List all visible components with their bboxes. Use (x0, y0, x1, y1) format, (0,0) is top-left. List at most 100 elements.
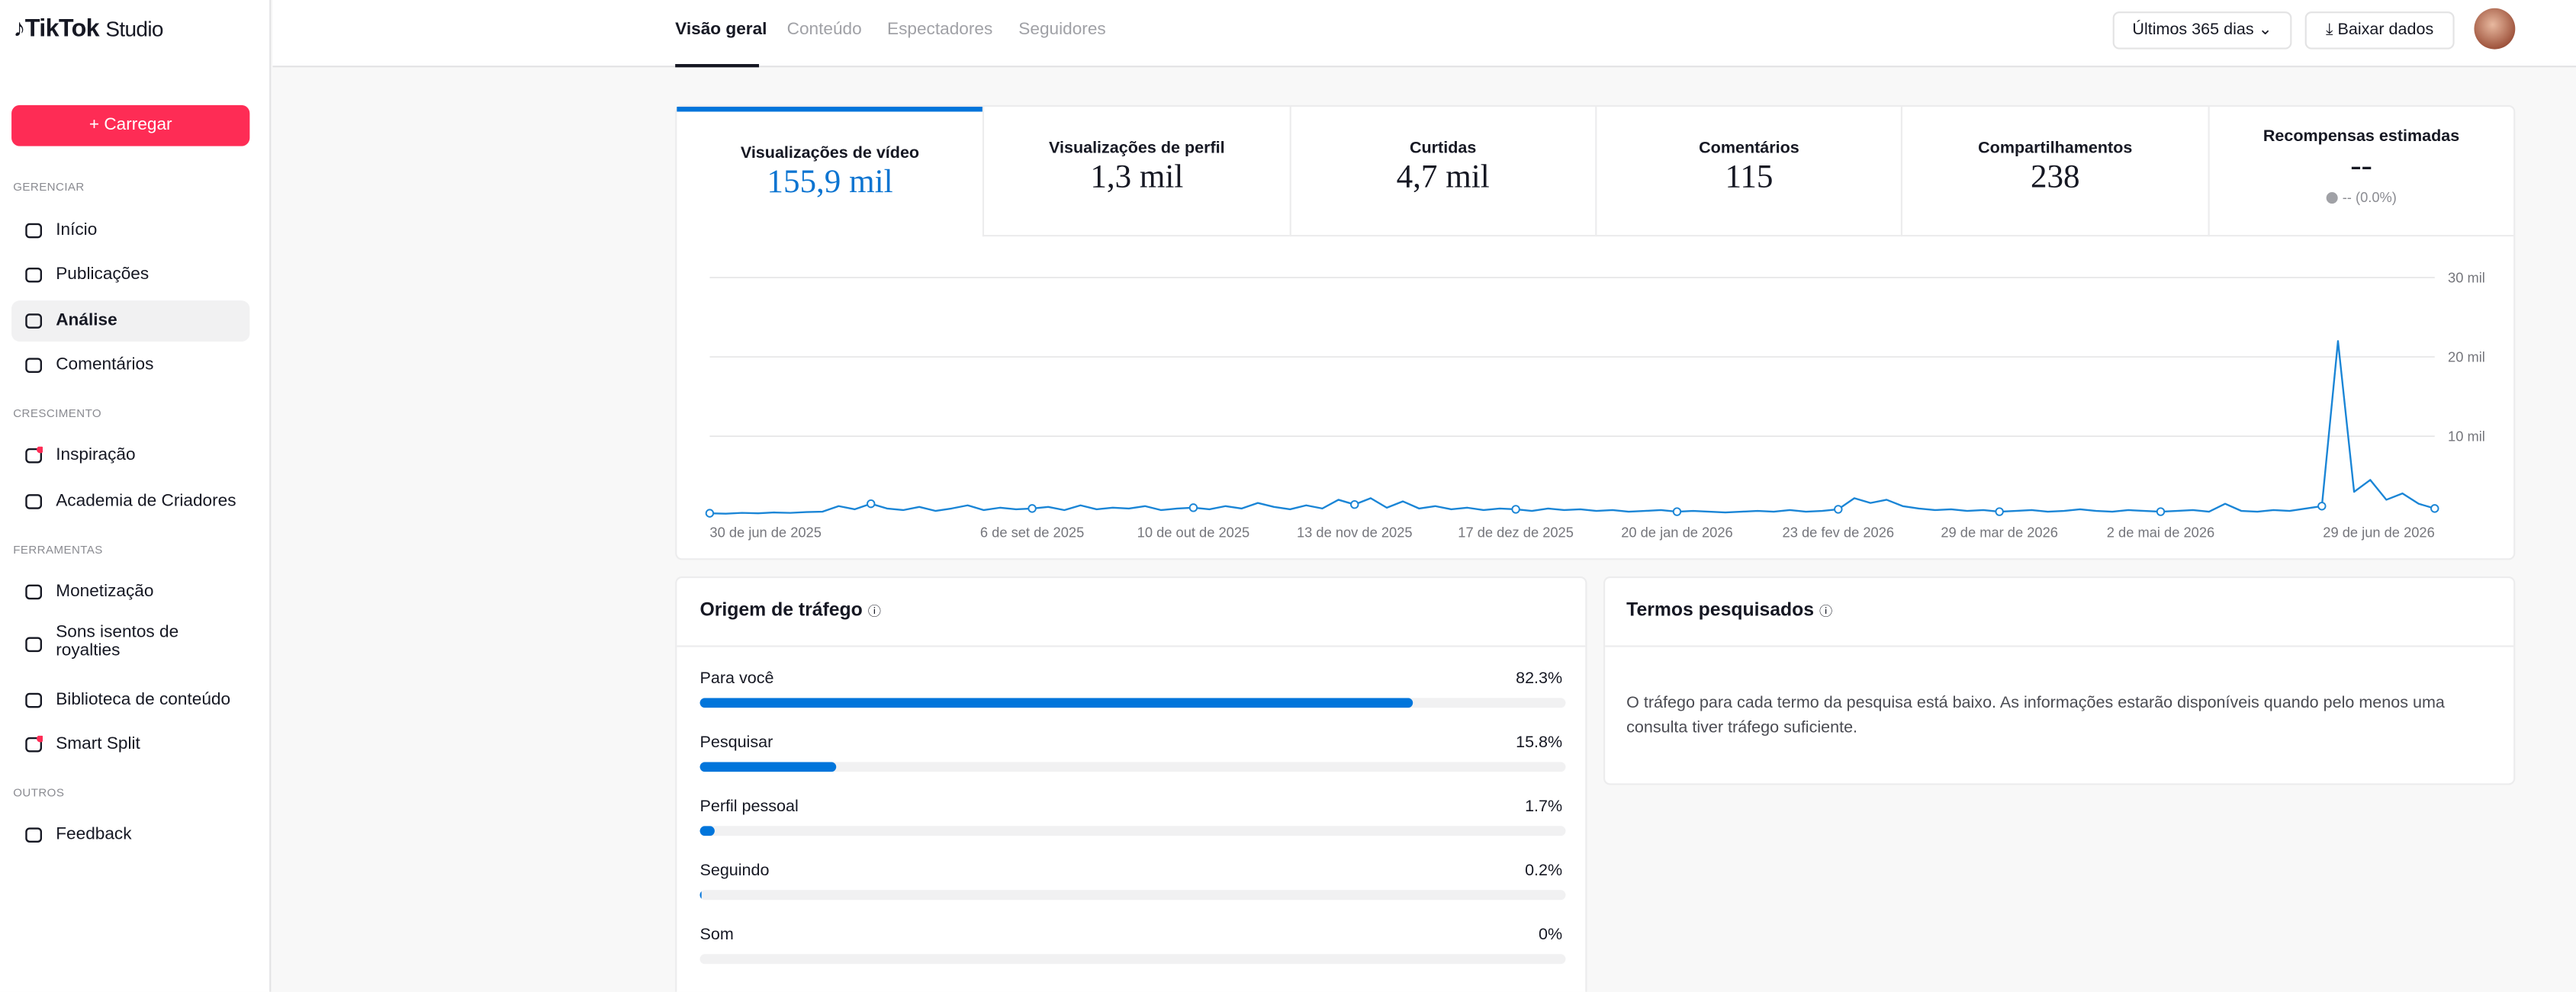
icon-shape (25, 636, 43, 652)
x-tick-label: 20 de jan de 2026 (1621, 524, 1733, 540)
nav-icon (25, 313, 43, 328)
icon-shape (25, 736, 43, 752)
divider (677, 645, 1586, 647)
info-icon[interactable]: ⓘ (1819, 604, 1833, 619)
notification-dot (37, 734, 43, 742)
data-point (2430, 504, 2439, 513)
tab[interactable]: Espectadores (886, 19, 993, 40)
nav-label: Inspiração (56, 444, 136, 464)
sidebar: ♪TikTok Studio + Carregar GERENCIAR Iníci… (0, 0, 272, 992)
nav-item[interactable]: Inspiração (11, 435, 249, 476)
metric-card[interactable]: Curtidas 4,7 mil (1288, 106, 1596, 237)
nav-item[interactable]: Análise (11, 300, 250, 341)
tab[interactable]: Visão geral (675, 19, 767, 40)
nav-label: Comentários (56, 354, 154, 374)
bar-track (699, 698, 1566, 708)
nav-item[interactable]: Monetização (11, 570, 249, 612)
traffic-name: Pesquisar (699, 734, 773, 753)
bar-track (699, 762, 1566, 772)
upload-button[interactable]: + Carregar (11, 104, 250, 146)
nav-item[interactable]: Biblioteca de conteúdo (11, 679, 249, 721)
nav-label: Smart Split (56, 733, 140, 753)
overview-card: 10 mil 20 mil 30 mil 30 de jun de 2025 6 de … (675, 104, 2516, 560)
icon-shape (25, 692, 43, 708)
icon-shape (25, 313, 43, 328)
data-point (1511, 505, 1520, 514)
change-icon (2326, 191, 2338, 204)
x-tick-label: 30 de jun de 2025 (709, 524, 822, 540)
nav-item[interactable]: Smart Split (11, 724, 249, 765)
logo-suffix: Studio (105, 16, 163, 41)
notification-dot (37, 445, 43, 453)
info-icon[interactable]: ⓘ (867, 604, 881, 619)
top-bar: Últimos 365 dias ⌄ ⤓ Baixar dados Visão … (272, 0, 2576, 68)
x-tick-label: 29 de jun de 2026 (2323, 524, 2435, 540)
nav-item[interactable]: Sons isentos de royalties (11, 623, 249, 664)
nav-icon (25, 692, 43, 708)
x-tick-label: 10 de out de 2025 (1137, 524, 1250, 540)
section-title: GERENCIAR (13, 182, 85, 194)
nav-label: Sons isentos de royalties (56, 621, 179, 660)
metric-value: 4,7 mil (1396, 159, 1490, 196)
traffic-rows: Para você 82.3% Pesquisar 15.8% Perfil pesso… (677, 578, 1585, 992)
data-point (1672, 507, 1682, 516)
metric-value: 1,3 mil (1090, 159, 1184, 196)
nav-label: Publicações (56, 263, 150, 284)
metric-card[interactable]: Compartilhamentos 238 (1901, 106, 2208, 237)
search-message: O tráfego para cada termo da pesquisa es… (1626, 695, 2445, 737)
icon-shape (25, 583, 43, 599)
nav-item[interactable]: Comentários (11, 344, 249, 385)
avatar[interactable] (2474, 8, 2516, 50)
bar (699, 890, 702, 901)
tab[interactable]: Seguidores (1018, 19, 1106, 40)
bar-track (699, 954, 1566, 965)
download-button[interactable]: ⤓ Baixar dados (2304, 11, 2455, 50)
data-point (1188, 503, 1198, 512)
metric-value: 238 (2030, 159, 2080, 196)
section-title: CRESCIMENTO (13, 409, 102, 421)
metric-card[interactable]: Visualizações de vídeo 155,9 mil (677, 106, 983, 236)
x-tick-label: 2 de mai de 2026 (2107, 524, 2214, 540)
date-range: Últimos 365 dias (2132, 21, 2254, 40)
nav-icon (25, 445, 43, 463)
nav-icon (25, 827, 43, 842)
nav-item[interactable]: Publicações (11, 254, 249, 295)
nav-label: Monetização (56, 580, 154, 601)
nav-item[interactable]: Feedback (11, 814, 249, 855)
y-tick-label: 10 mil (2448, 429, 2485, 445)
nav-item[interactable]: Início (11, 210, 249, 251)
y-tick-label: 30 mil (2448, 269, 2485, 285)
traffic-percent: 1.7% (1525, 798, 1563, 817)
metric-value: 155,9 mil (767, 164, 893, 201)
metric-card[interactable]: Comentários 115 (1595, 106, 1902, 237)
divider (1605, 645, 2514, 647)
x-tick-label: 17 de dez de 2025 (1458, 524, 1574, 540)
tab[interactable]: Conteúdo (786, 19, 862, 40)
metric-value: -- (2350, 147, 2372, 185)
nav-icon (25, 357, 43, 372)
x-tick-label: 29 de mar de 2026 (1941, 524, 2058, 540)
bar (699, 826, 715, 836)
metric-card[interactable]: Visualizações de perfil 1,3 mil (982, 106, 1289, 237)
metric-label: Curtidas (1409, 140, 1477, 158)
metric-card[interactable]: Recompensas estimadas -- -- (0.0%) (2207, 106, 2514, 237)
section-title: FERRAMENTAS (13, 545, 103, 557)
change-text: -- (0.0%) (2342, 188, 2397, 206)
traffic-title-text: Origem de tráfego (699, 601, 863, 621)
x-tick-label: 13 de nov de 2025 (1297, 524, 1413, 540)
bar-track (699, 890, 1566, 901)
nav-icon (25, 734, 43, 752)
traffic-card: Origem de tráfego ⓘ Para você 82.3% Pesqui… (675, 576, 1587, 992)
nav-item[interactable]: Academia de Criadores (11, 480, 249, 522)
date-range-select[interactable]: Últimos 365 dias ⌄ (2112, 11, 2292, 50)
metric-label: Comentários (1699, 140, 1799, 158)
section-title: OUTROS (13, 788, 65, 800)
traffic-percent: 82.3% (1516, 669, 1563, 689)
logo[interactable]: ♪TikTok Studio (13, 14, 163, 43)
metric-label: Compartilhamentos (1978, 140, 2133, 158)
nav-label: Academia de Criadores (56, 490, 236, 510)
metric-value: 115 (1725, 159, 1774, 196)
data-point (867, 499, 876, 509)
bar (699, 698, 1413, 708)
